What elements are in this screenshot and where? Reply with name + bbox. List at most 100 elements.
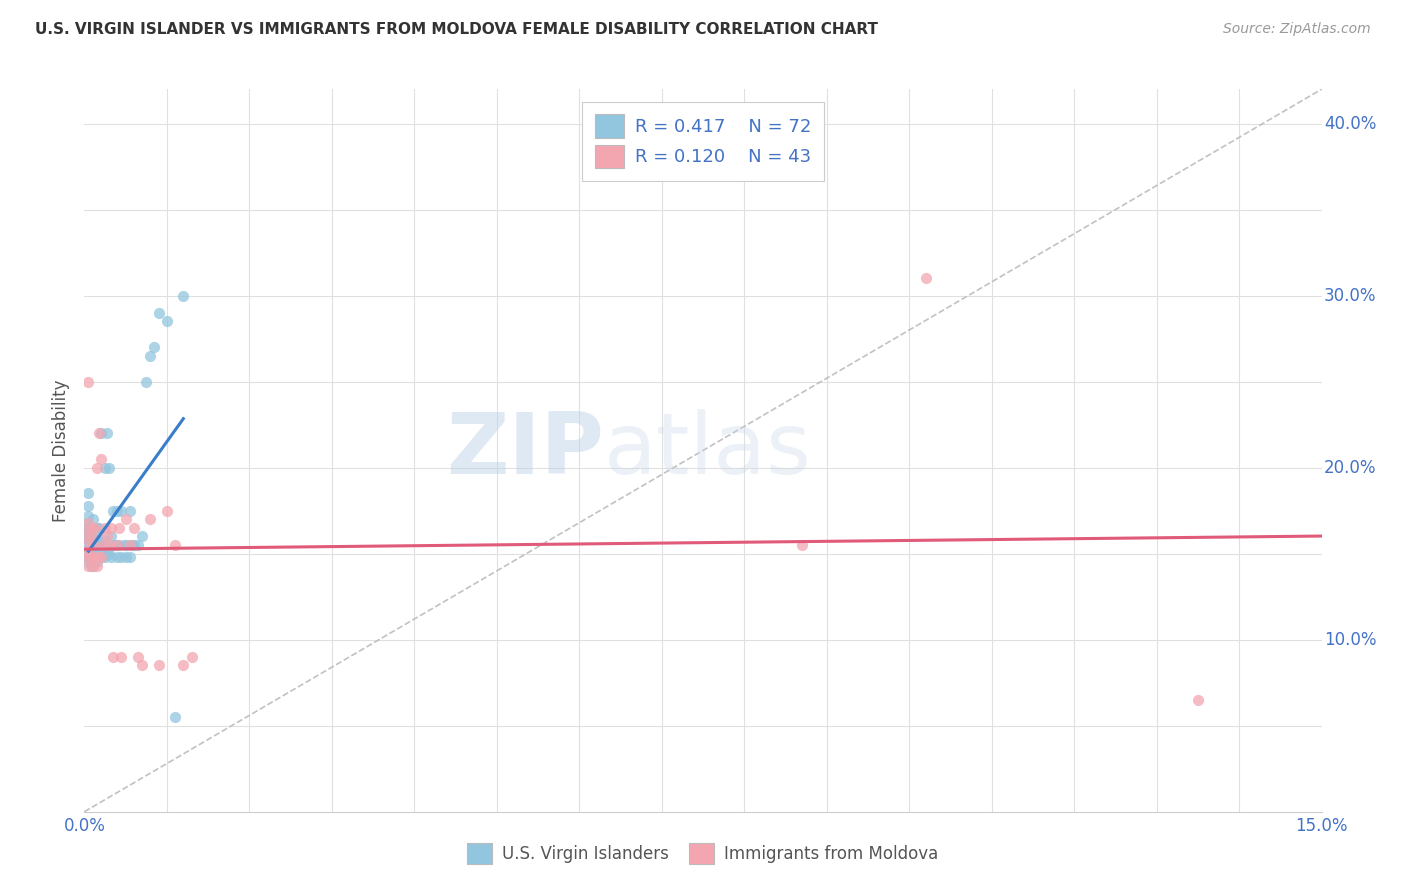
Point bbox=[77, 524, 100, 539]
Point bbox=[77, 543, 100, 558]
Point bbox=[83, 547, 105, 561]
Point bbox=[139, 512, 162, 526]
Point bbox=[77, 558, 100, 573]
Point bbox=[77, 508, 100, 523]
Point bbox=[103, 538, 125, 552]
Point bbox=[110, 649, 132, 664]
Point bbox=[108, 538, 131, 552]
Point bbox=[112, 538, 135, 552]
Point bbox=[82, 558, 104, 573]
Point bbox=[86, 555, 108, 569]
Point bbox=[180, 649, 202, 664]
Point bbox=[114, 550, 136, 565]
Point bbox=[90, 426, 112, 441]
Point bbox=[790, 538, 813, 552]
Point bbox=[148, 306, 170, 320]
Point bbox=[90, 538, 112, 552]
Point bbox=[98, 460, 121, 475]
Text: U.S. VIRGIN ISLANDER VS IMMIGRANTS FROM MOLDOVA FEMALE DISABILITY CORRELATION CH: U.S. VIRGIN ISLANDER VS IMMIGRANTS FROM … bbox=[35, 22, 879, 37]
Point bbox=[80, 529, 103, 543]
Point bbox=[80, 541, 103, 556]
Point bbox=[914, 271, 936, 285]
Point bbox=[127, 538, 149, 552]
Point bbox=[77, 521, 100, 535]
Point bbox=[82, 521, 104, 535]
Point bbox=[94, 550, 117, 565]
Point bbox=[105, 538, 128, 552]
Point bbox=[156, 503, 179, 517]
Point bbox=[131, 658, 153, 673]
Point bbox=[1187, 693, 1209, 707]
Point bbox=[77, 538, 100, 552]
Point bbox=[172, 288, 194, 302]
Point bbox=[117, 538, 139, 552]
Point bbox=[77, 516, 100, 530]
Point bbox=[89, 426, 111, 441]
Point bbox=[94, 538, 117, 552]
Text: ZIP: ZIP bbox=[446, 409, 605, 492]
Point bbox=[118, 550, 141, 565]
Point bbox=[77, 555, 100, 569]
Point bbox=[100, 529, 122, 543]
Point bbox=[80, 550, 103, 565]
Point bbox=[83, 533, 105, 547]
Point bbox=[86, 543, 108, 558]
Point bbox=[89, 550, 111, 565]
Point bbox=[131, 529, 153, 543]
Point bbox=[104, 538, 127, 552]
Point bbox=[91, 533, 114, 547]
Point bbox=[86, 558, 108, 573]
Point bbox=[135, 375, 157, 389]
Point bbox=[139, 349, 162, 363]
Point bbox=[108, 521, 131, 535]
Point bbox=[86, 533, 108, 547]
Point bbox=[110, 503, 132, 517]
Point bbox=[148, 658, 170, 673]
Point bbox=[77, 524, 100, 539]
Point bbox=[80, 524, 103, 539]
Point bbox=[118, 538, 141, 552]
Point bbox=[77, 529, 100, 543]
Point bbox=[98, 547, 121, 561]
Point bbox=[80, 550, 103, 565]
Point bbox=[86, 460, 108, 475]
Point bbox=[77, 533, 100, 547]
Point bbox=[110, 550, 132, 565]
Point bbox=[98, 538, 121, 552]
Point bbox=[80, 533, 103, 547]
Point bbox=[96, 547, 118, 561]
Point bbox=[83, 555, 105, 569]
Point bbox=[77, 486, 100, 500]
Point bbox=[83, 550, 105, 565]
Point bbox=[121, 538, 143, 552]
Point bbox=[90, 550, 112, 565]
Point bbox=[83, 521, 105, 535]
Point bbox=[77, 516, 100, 530]
Point bbox=[83, 521, 105, 535]
Legend: R = 0.417    N = 72, R = 0.120    N = 43: R = 0.417 N = 72, R = 0.120 N = 43 bbox=[582, 102, 824, 181]
Point bbox=[89, 538, 111, 552]
Point bbox=[86, 521, 108, 535]
Point bbox=[82, 512, 104, 526]
Point bbox=[89, 521, 111, 535]
Text: 30.0%: 30.0% bbox=[1324, 286, 1376, 305]
Point bbox=[143, 340, 166, 354]
Point bbox=[118, 503, 141, 517]
Point bbox=[96, 426, 118, 441]
Point bbox=[105, 550, 128, 565]
Point bbox=[172, 658, 194, 673]
Point bbox=[77, 375, 100, 389]
Point bbox=[100, 521, 122, 535]
Y-axis label: Female Disability: Female Disability bbox=[52, 379, 70, 522]
Point bbox=[103, 649, 125, 664]
Point bbox=[77, 533, 100, 547]
Point bbox=[82, 538, 104, 552]
Point bbox=[103, 503, 125, 517]
Point bbox=[165, 538, 187, 552]
Point bbox=[90, 550, 112, 565]
Point bbox=[94, 460, 117, 475]
Text: 10.0%: 10.0% bbox=[1324, 631, 1376, 648]
Point bbox=[156, 314, 179, 328]
Point bbox=[127, 649, 149, 664]
Point bbox=[77, 550, 100, 565]
